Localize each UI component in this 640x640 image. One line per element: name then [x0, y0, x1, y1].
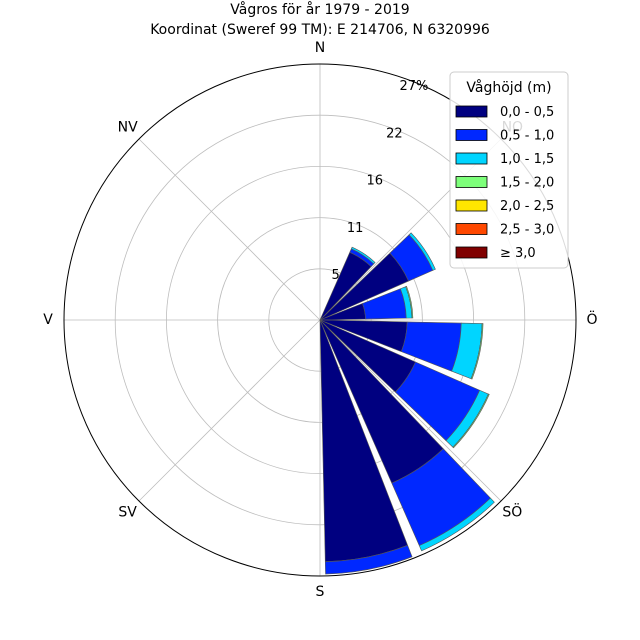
chart-title: Vågros för år 1979 - 2019 — [230, 1, 409, 18]
legend-swatch — [455, 246, 488, 259]
legend: Våghöjd (m) 0,0 - 0,5 0,5 - 1,0 1,0 - 1,5 1… — [449, 71, 569, 269]
legend-label: 1,5 - 2,0 — [500, 176, 554, 191]
radial-tick-label: 16 — [367, 174, 384, 189]
radial-tick-label: 5 — [331, 268, 339, 283]
legend-swatch — [455, 199, 488, 212]
polar-grid — [63, 63, 577, 577]
radial-tick-label: 11 — [347, 221, 364, 236]
direction-label: SV — [118, 504, 137, 520]
bar-segment — [350, 246, 376, 265]
radial-tick-label: 22 — [386, 126, 403, 141]
grid-spoke — [138, 319, 321, 502]
bar-segment — [324, 544, 413, 575]
bars-group — [319, 232, 495, 575]
legend-label: 2,0 - 2,5 — [500, 199, 554, 214]
bar-segment — [452, 393, 490, 449]
legend-frame — [449, 71, 569, 269]
radial-tick-labels: 5 11 16 22 27% — [331, 79, 428, 283]
direction-label: N — [315, 40, 325, 56]
legend-label: 0,0 - 0,5 — [500, 105, 554, 120]
direction-label: Ö — [586, 310, 597, 328]
legend-items: 0,0 - 0,5 0,5 - 1,0 1,0 - 1,5 1,5 - 2,0 2,0 … — [455, 105, 554, 261]
legend-swatch — [455, 223, 488, 235]
radial-tick-label: 27% — [400, 79, 429, 94]
legend-swatch — [455, 105, 488, 118]
direction-label: V — [43, 312, 53, 328]
legend-swatch — [455, 176, 488, 188]
outer-circle — [63, 63, 577, 577]
bar-segment — [418, 497, 495, 552]
bar-segment — [470, 323, 484, 380]
direction-label: SÖ — [502, 502, 522, 520]
direction-label: S — [316, 584, 325, 600]
legend-swatch — [455, 152, 488, 165]
legend-swatch — [455, 129, 488, 141]
legend-label: ≥ 3,0 — [500, 246, 536, 261]
grid-spoke — [138, 138, 321, 321]
legend-label: 1,0 - 1,5 — [500, 152, 554, 167]
direction-label: NV — [118, 120, 138, 136]
grid-spoke — [319, 319, 502, 502]
chart-subtitle: Koordinat (Sweref 99 TM): E 214706, N 63… — [150, 22, 490, 38]
bar-segment — [408, 232, 436, 271]
legend-label: 0,5 - 1,0 — [500, 129, 554, 144]
legend-label: 2,5 - 3,0 — [500, 223, 554, 238]
bar-segment — [405, 285, 414, 319]
legend-title: Våghöjd (m) — [466, 79, 551, 96]
